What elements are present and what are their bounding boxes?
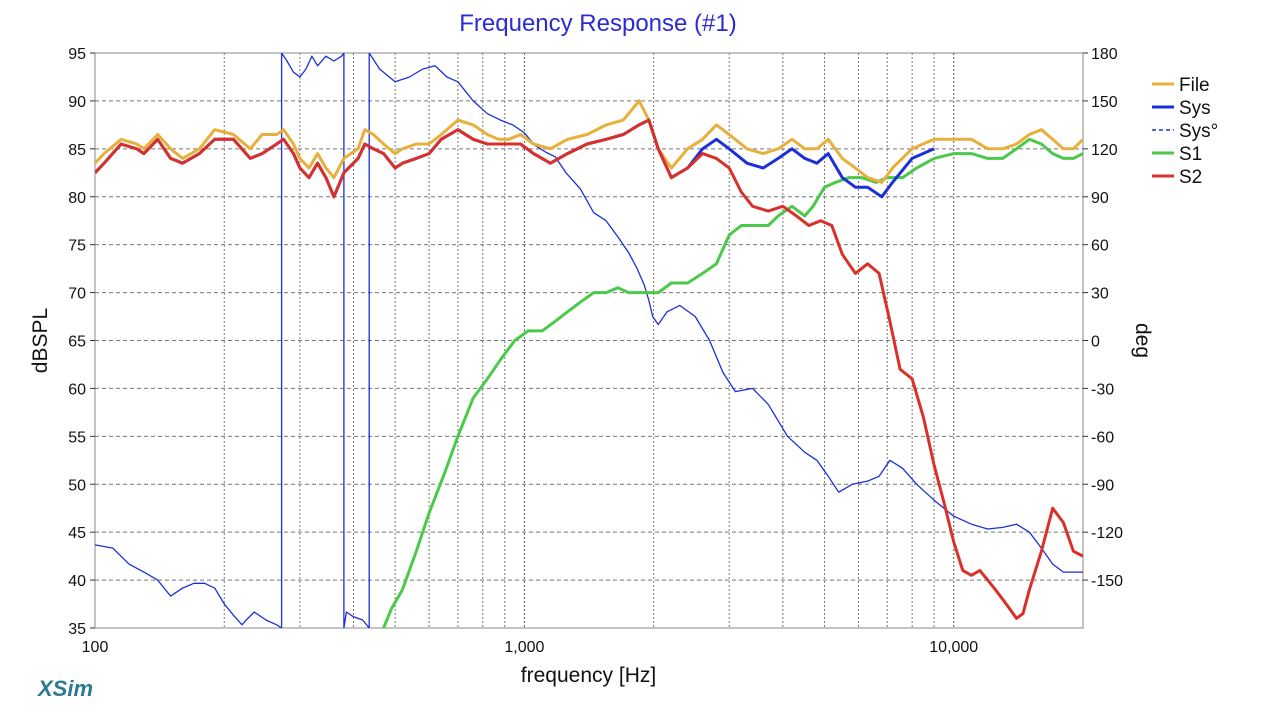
y2-axis-label: deg xyxy=(1131,323,1154,358)
y-tick-label: 80 xyxy=(68,190,86,207)
y-tick-label: 55 xyxy=(68,429,86,446)
series-line-s1 xyxy=(382,137,1083,628)
y2-tick-label: -30 xyxy=(1091,381,1114,398)
x-tick-label: 100 xyxy=(82,639,109,656)
y-tick-label: 85 xyxy=(68,142,86,159)
y2-tick-label: 60 xyxy=(1091,238,1109,255)
y2-tick-label: -90 xyxy=(1091,477,1114,494)
legend-entry: S1 xyxy=(1179,144,1202,165)
x-tick-label: 1,000 xyxy=(504,639,544,656)
y2-tick-label: -150 xyxy=(1091,573,1123,590)
y-tick-label: 60 xyxy=(68,381,86,398)
y-tick-label: 90 xyxy=(68,94,86,111)
legend-entry: File xyxy=(1179,75,1210,96)
y2-tick-label: 90 xyxy=(1091,190,1109,207)
y-tick-label: 95 xyxy=(68,46,86,63)
y-axis-label: dBSPL xyxy=(29,308,52,373)
y-tick-label: 35 xyxy=(68,621,86,638)
y2-tick-label: 0 xyxy=(1091,334,1100,351)
x-tick-label: 10,000 xyxy=(929,639,978,656)
y2-tick-label: 120 xyxy=(1091,142,1118,159)
y2-tick-label: -60 xyxy=(1091,429,1114,446)
chart-title: Frequency Response (#1) xyxy=(459,10,737,37)
series-line-file xyxy=(95,99,1083,184)
series-line-s2 xyxy=(95,118,1083,620)
legend-entry: Sys xyxy=(1179,98,1211,119)
y2-tick-label: 30 xyxy=(1091,286,1109,303)
y-tick-label: 65 xyxy=(68,334,86,351)
y-tick-label: 70 xyxy=(68,286,86,303)
y-tick-label: 45 xyxy=(68,525,86,542)
y2-tick-label: -120 xyxy=(1091,525,1123,542)
xsim-logo: XSim xyxy=(38,676,94,701)
y-tick-label: 75 xyxy=(68,238,86,255)
y2-tick-label: 150 xyxy=(1091,94,1118,111)
y2-tick-label: 180 xyxy=(1091,46,1118,63)
y-tick-label: 50 xyxy=(68,477,86,494)
legend-entry: Sys° xyxy=(1179,121,1218,142)
series-line-sys xyxy=(95,53,1083,628)
x-axis-label: frequency [Hz] xyxy=(520,664,657,687)
legend-entry: S2 xyxy=(1179,167,1202,188)
y-tick-label: 40 xyxy=(68,573,86,590)
